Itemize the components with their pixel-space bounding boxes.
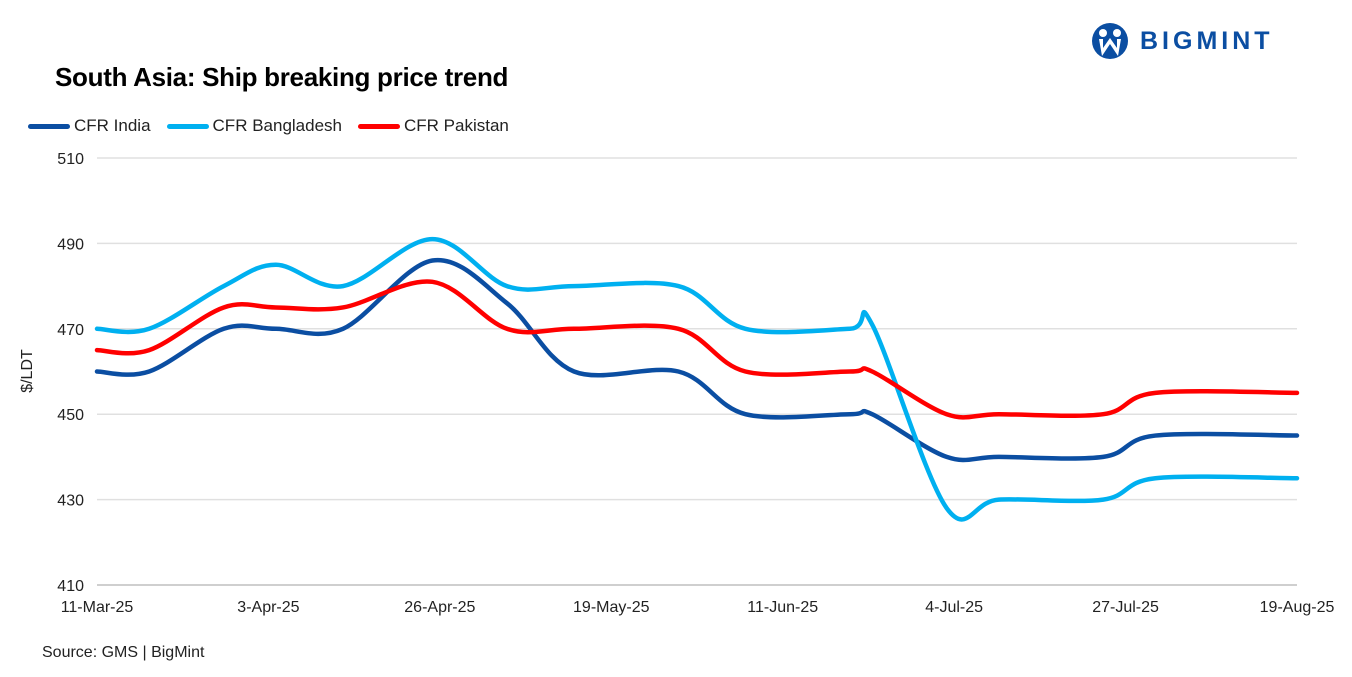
x-tick-label: 4-Jul-25 (925, 599, 983, 616)
x-tick-label: 11-Jun-25 (747, 599, 818, 616)
legend-swatch (358, 123, 400, 129)
y-tick-label: 410 (57, 578, 84, 595)
legend-label: CFR Pakistan (404, 116, 509, 135)
legend-item: CFR Bangladesh (166, 116, 342, 136)
x-tick-label: 3-Apr-25 (237, 599, 299, 616)
y-tick-label: 510 (57, 151, 84, 168)
legend-label: CFR India (74, 116, 151, 135)
chart-title: South Asia: Ship breaking price trend (55, 62, 509, 92)
y-tick-label: 490 (57, 236, 84, 253)
legend-label: CFR Bangladesh (212, 116, 342, 135)
series-line-cfr-bangladesh (94, 236, 1300, 522)
legend-item: CFR Pakistan (358, 116, 509, 136)
series-line-cfr-pakistan (94, 279, 1300, 420)
x-tick-label: 27-Jul-25 (1092, 599, 1159, 616)
series-line-cfr-india (94, 257, 1300, 463)
x-tick-label: 19-May-25 (573, 599, 650, 616)
chart-legend: CFR India CFR Bangladesh CFR Pakistan (28, 116, 509, 136)
x-tick-label: 19-Aug-25 (1260, 599, 1335, 616)
bigmint-logo-text: BIGMINT (1140, 26, 1274, 55)
source-note: Source: GMS | BigMint (42, 644, 205, 661)
legend-item: CFR India (28, 116, 151, 136)
legend-swatch (166, 123, 209, 129)
legend-swatch (28, 123, 70, 129)
y-tick-label: 470 (57, 322, 84, 339)
x-tick-label: 26-Apr-25 (404, 599, 475, 616)
y-tick-label: 430 (57, 493, 84, 510)
y-tick-label: 450 (57, 407, 84, 424)
x-tick-label: 11-Mar-25 (61, 599, 134, 616)
y-axis-label: $/LDT (19, 349, 36, 393)
bigmint-logo: BIGMINT (1090, 22, 1274, 60)
bigmint-logo-icon (1092, 23, 1128, 59)
